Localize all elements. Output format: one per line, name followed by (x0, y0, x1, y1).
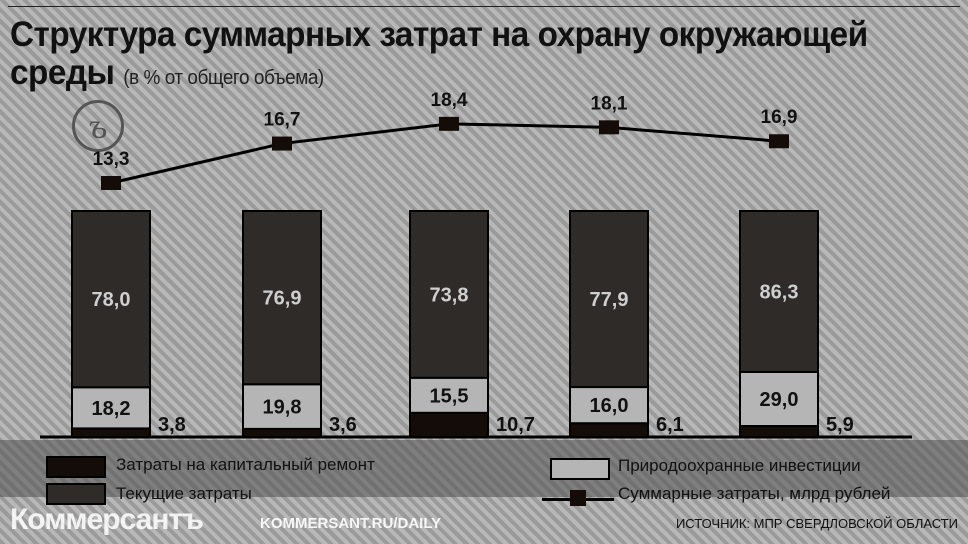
bar-capital (739, 424, 819, 439)
legend-label-investment: Природоохранные инвестиции (618, 456, 861, 475)
total-line (110, 122, 780, 185)
line-marker (272, 136, 292, 151)
data-label-capital: 6,1 (656, 414, 684, 436)
bar-capital (71, 427, 151, 438)
watermark-url: KOMMERSANT.RU/DAILY (260, 515, 442, 532)
bar-investment (71, 386, 151, 430)
data-label-investment: 19,8 (263, 397, 302, 419)
watermark-band (0, 440, 968, 497)
line-label: 16,7 (264, 110, 301, 131)
bar-capital (409, 411, 489, 438)
legend-swatch-capital (46, 456, 106, 478)
legend-marker (570, 490, 586, 506)
watermark-brand: Коммерсантъ (10, 503, 204, 536)
legend-swatch-investment (550, 458, 610, 480)
data-label-current: 76,9 (263, 288, 302, 310)
data-label-capital: 10,7 (496, 414, 535, 436)
line-marker (101, 176, 121, 190)
bar-current (409, 210, 489, 379)
bar-investment (242, 383, 322, 430)
line-label: 16,9 (761, 107, 798, 128)
line-marker (769, 134, 789, 149)
legend-label-total: Суммарные затраты, млрд рублей (618, 484, 891, 503)
chart-subtitle: (в % от общего объема) (123, 67, 324, 89)
top-rule (8, 6, 960, 7)
data-label-investment: 16,0 (590, 395, 629, 417)
bar-current (569, 210, 649, 389)
bar-investment (739, 370, 819, 427)
bar-investment (409, 376, 489, 414)
line-label: 18,4 (431, 90, 468, 111)
data-label-investment: 15,5 (430, 385, 469, 407)
line-label: 13,3 (93, 149, 130, 170)
data-label-capital: 3,8 (158, 414, 186, 436)
source-note: ИСТОЧНИК: МПР СВЕРДЛОВСКОЙ ОБЛАСТИ (675, 516, 958, 531)
legend-label-capital: Затраты на капитальный ремонт (116, 455, 375, 474)
chart-title: Структура суммарных затрат на охрану окр… (10, 15, 868, 92)
line-marker (599, 120, 619, 135)
data-label-current: 78,0 (92, 289, 131, 311)
bar-current (71, 210, 151, 389)
bar-capital (569, 422, 649, 438)
data-label-investment: 18,2 (92, 398, 131, 420)
legend-swatch-current (46, 483, 106, 505)
line-marker (439, 116, 459, 131)
data-label-capital: 3,6 (329, 414, 357, 436)
data-label-current: 86,3 (760, 281, 799, 303)
data-label-current: 73,8 (430, 284, 469, 306)
data-label-capital: 5,9 (826, 414, 854, 436)
bar-current (739, 210, 819, 373)
bar-capital (242, 427, 322, 439)
line-label: 18,1 (591, 93, 628, 114)
data-label-current: 77,9 (590, 289, 629, 311)
legend-label-current: Текущие затраты (116, 484, 252, 503)
bar-investment (569, 386, 649, 425)
data-label-investment: 29,0 (760, 389, 799, 411)
kommersant-logo: ъ (72, 100, 124, 152)
bar-current (242, 210, 322, 386)
